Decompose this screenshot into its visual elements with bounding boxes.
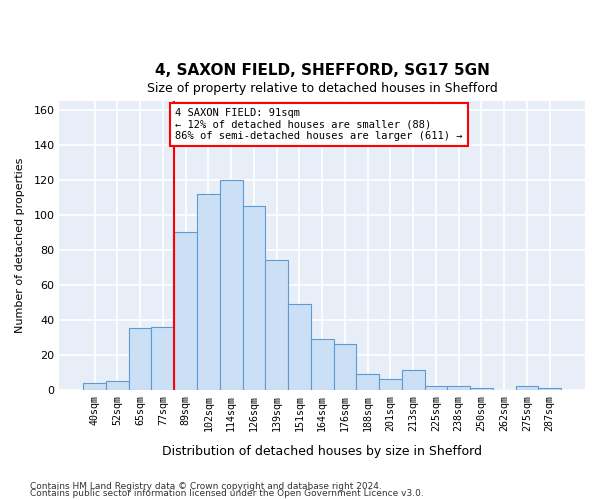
Bar	[197, 194, 220, 390]
Bar	[288, 304, 311, 390]
Text: 4 SAXON FIELD: 91sqm
← 12% of detached houses are smaller (88)
86% of semi-detac: 4 SAXON FIELD: 91sqm ← 12% of detached h…	[175, 108, 463, 141]
Text: Size of property relative to detached houses in Shefford: Size of property relative to detached ho…	[147, 82, 497, 95]
Bar	[106, 381, 129, 390]
Bar	[379, 379, 402, 390]
Bar	[174, 232, 197, 390]
Bar	[425, 386, 448, 390]
Bar	[402, 370, 425, 390]
Bar	[470, 388, 493, 390]
Y-axis label: Number of detached properties: Number of detached properties	[15, 158, 25, 333]
Bar	[129, 328, 151, 390]
Bar	[538, 388, 561, 390]
Bar	[151, 326, 174, 390]
Bar	[448, 386, 470, 390]
Bar	[356, 374, 379, 390]
Bar	[242, 206, 265, 390]
Bar	[83, 382, 106, 390]
Bar	[265, 260, 288, 390]
Text: 4, SAXON FIELD, SHEFFORD, SG17 5GN: 4, SAXON FIELD, SHEFFORD, SG17 5GN	[155, 62, 490, 78]
Bar	[334, 344, 356, 390]
Bar	[311, 339, 334, 390]
X-axis label: Distribution of detached houses by size in Shefford: Distribution of detached houses by size …	[162, 444, 482, 458]
Bar	[220, 180, 242, 390]
Text: Contains public sector information licensed under the Open Government Licence v3: Contains public sector information licen…	[30, 489, 424, 498]
Text: Contains HM Land Registry data © Crown copyright and database right 2024.: Contains HM Land Registry data © Crown c…	[30, 482, 382, 491]
Bar	[515, 386, 538, 390]
